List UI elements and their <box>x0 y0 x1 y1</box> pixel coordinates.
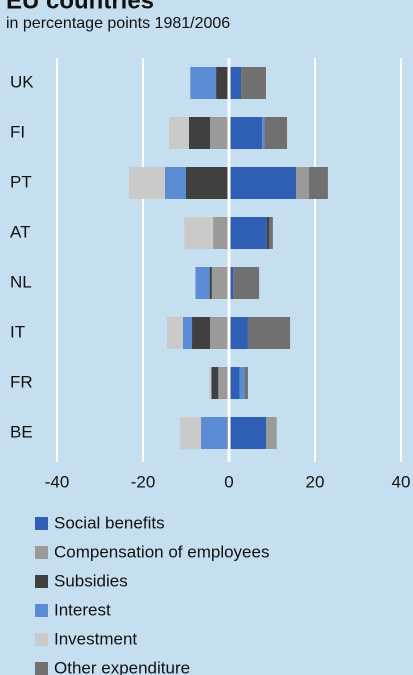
bar-segment <box>128 167 165 199</box>
bar-segment <box>229 417 266 449</box>
bar-segment <box>266 217 269 249</box>
bar-segment <box>209 367 212 399</box>
bar-segment <box>247 317 291 349</box>
bar-segment <box>229 67 242 99</box>
legend-swatch <box>35 575 48 588</box>
legend-swatch <box>35 546 48 559</box>
x-tick-label: 40 <box>392 472 411 491</box>
bar-segment <box>308 167 328 199</box>
bar-segment <box>296 167 309 199</box>
bar-segment <box>201 417 227 449</box>
bar-segment <box>210 317 229 349</box>
bar-segment <box>184 217 214 249</box>
bar-segment <box>186 167 229 199</box>
y-tick-label: BE <box>10 422 33 441</box>
legend-swatch <box>35 604 48 617</box>
bar-segment <box>195 267 210 299</box>
legend-swatch <box>35 517 48 530</box>
legend-swatch <box>35 662 48 675</box>
bar-segment <box>209 267 212 299</box>
y-tick-label: IT <box>10 322 25 341</box>
y-tick-label: FI <box>10 122 25 141</box>
y-tick-label: FR <box>10 372 33 391</box>
x-tick-label: -20 <box>131 472 156 491</box>
bar-segment <box>164 167 186 199</box>
legend-label: Compensation of employees <box>54 542 269 561</box>
x-tick-label: 0 <box>224 472 233 491</box>
bar-segment <box>192 317 211 349</box>
bar-segment <box>211 367 219 399</box>
bar-segment <box>262 117 265 149</box>
bar-segment <box>239 367 245 399</box>
bar-segment <box>210 117 229 149</box>
bar-segment <box>182 317 193 349</box>
bar-segment <box>241 67 266 99</box>
bar-segment <box>268 217 273 249</box>
bar-segment <box>233 267 260 299</box>
bar-segment <box>265 417 277 449</box>
x-tick-label: 20 <box>306 472 325 491</box>
legend-swatch <box>35 633 48 646</box>
bar-segment <box>190 67 217 99</box>
chart-title: EU countries <box>6 0 154 14</box>
y-tick-label: NL <box>10 272 32 291</box>
legend-label: Subsidies <box>54 571 128 590</box>
bar-segment <box>229 367 240 399</box>
y-tick-label: AT <box>10 222 30 241</box>
bar-segment <box>168 117 190 149</box>
bar-segment <box>244 367 248 399</box>
bar-segment <box>229 117 263 149</box>
bar-segment <box>229 167 297 199</box>
bar-segment <box>218 367 229 399</box>
legend-label: Investment <box>54 629 137 648</box>
bar-segment <box>229 317 248 349</box>
bar-segment <box>213 217 229 249</box>
y-tick-label: UK <box>10 72 34 91</box>
legend-label: Other expenditure <box>54 658 190 675</box>
bar-segment <box>179 417 202 449</box>
bar-segment <box>229 217 267 249</box>
bar-segment <box>216 67 229 99</box>
y-tick-label: PT <box>10 172 32 191</box>
bar-segment <box>211 267 229 299</box>
bar-segment <box>229 267 234 299</box>
x-tick-label: -40 <box>45 472 70 491</box>
bar-segment <box>264 117 288 149</box>
legend-label: Interest <box>54 600 111 619</box>
legend-label: Social benefits <box>54 513 165 532</box>
bar-segment <box>167 317 183 349</box>
chart-subtitle: in percentage points 1981/2006 <box>6 15 230 32</box>
bar-segment <box>189 117 211 149</box>
